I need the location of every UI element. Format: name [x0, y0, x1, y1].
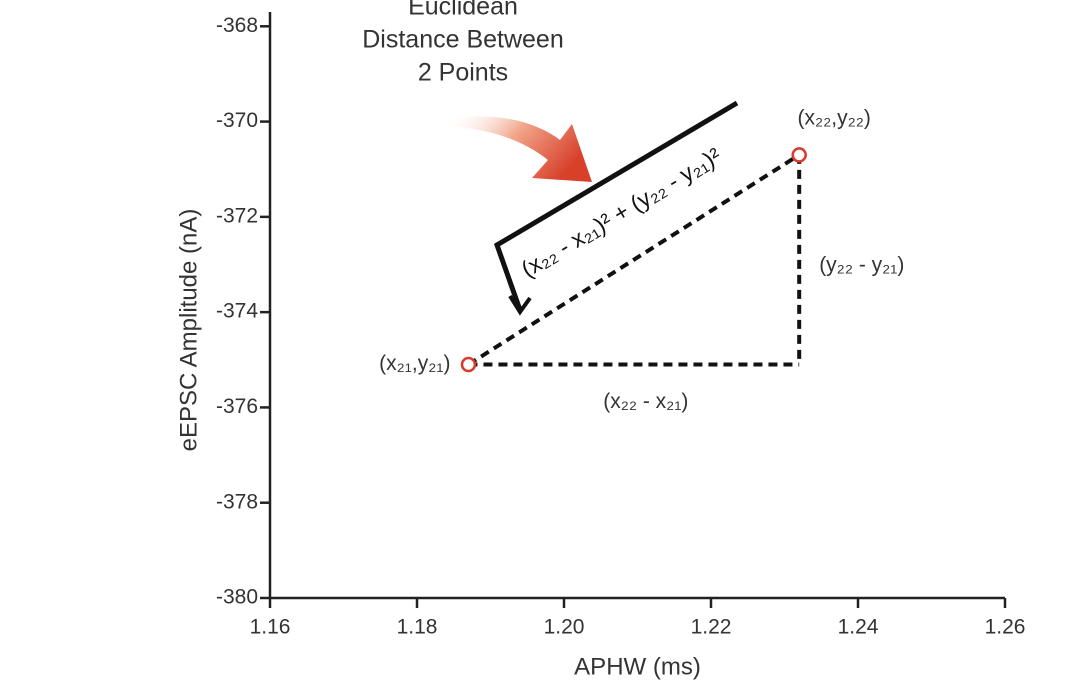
x-tick-label: 1.16 [250, 616, 291, 639]
y-tick-label: -378 [216, 490, 258, 513]
y-tick-label: -376 [216, 395, 258, 418]
y-tick-label: -380 [216, 586, 258, 609]
x-tick-label: 1.24 [838, 616, 879, 639]
x-tick-label: 1.18 [397, 616, 438, 639]
radical-sign [493, 100, 739, 311]
dy-label: (y₂₂ - y₂₁) [819, 253, 904, 276]
y-tick-label: -370 [216, 109, 258, 132]
point-label: (x₂₁,y₂₁) [379, 352, 450, 375]
pointer-arrow [448, 116, 592, 182]
dx-label: (x₂₂ - x₂₁) [603, 390, 688, 413]
annotation-title: Distance Between [362, 26, 564, 54]
distance-line [467, 153, 801, 367]
x-axis-label: APHW (ms) [574, 653, 701, 680]
x-tick-label: 1.20 [544, 616, 585, 639]
x-tick-label: 1.22 [691, 616, 732, 639]
annotation-title: Euclidean [408, 0, 518, 21]
annotation-title: 2 Points [418, 59, 508, 87]
radical-tip [508, 294, 532, 316]
x-tick-label: 1.26 [985, 616, 1026, 639]
point [791, 147, 807, 163]
point-label: (x₂₂,y₂₂) [797, 106, 870, 129]
y-tick-label: -368 [216, 14, 258, 37]
y-tick-label: -372 [216, 204, 258, 227]
point [460, 356, 477, 373]
y-tick-label: -374 [216, 300, 258, 323]
y-axis-label: eEPSC Amplitude (nA) [175, 209, 202, 452]
